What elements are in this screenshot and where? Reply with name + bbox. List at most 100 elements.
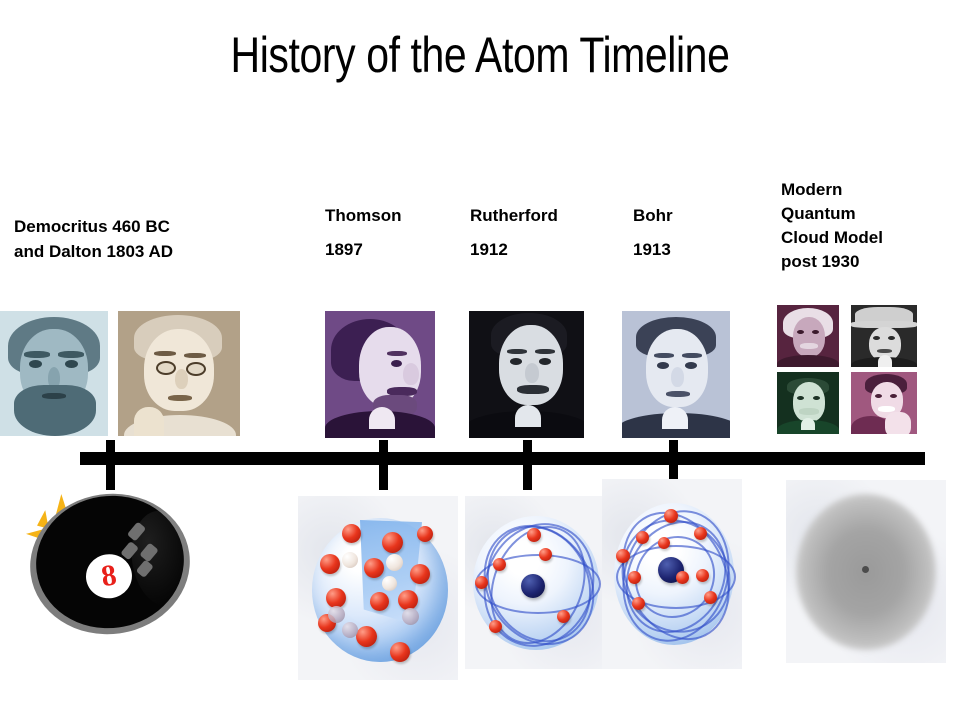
electron	[704, 591, 717, 604]
label-line: Thomson	[325, 206, 402, 225]
portrait-head	[793, 317, 825, 357]
positive-sphere	[342, 552, 358, 568]
electron	[489, 620, 502, 633]
label-line: Democritus 460 BC	[14, 217, 170, 236]
electron	[527, 528, 541, 542]
timeline-label-rutherford: Rutherford 1912	[470, 203, 610, 262]
timeline-label-thomson: Thomson 1897	[325, 203, 455, 262]
electron	[475, 576, 488, 589]
electron	[676, 571, 689, 584]
portrait-hat-brim	[851, 321, 917, 328]
positive-sphere	[328, 606, 345, 623]
electron	[382, 532, 403, 553]
portrait-eye-left	[797, 330, 804, 334]
portrait-brow-left	[154, 351, 176, 356]
portrait-mouth	[168, 395, 192, 401]
electron	[364, 558, 384, 578]
rutherford-portrait	[469, 311, 584, 438]
electron	[696, 569, 709, 582]
electron	[398, 590, 418, 610]
electron	[616, 549, 630, 563]
spacer	[325, 228, 455, 237]
portrait-face	[851, 372, 917, 434]
portrait-eye-left	[510, 358, 522, 365]
portrait-mouth	[666, 391, 690, 397]
portrait-hand	[885, 412, 911, 434]
electron	[632, 597, 645, 610]
schrodinger-portrait	[851, 305, 917, 367]
electron-cloud-model-image	[786, 480, 946, 663]
nuclear-model-image	[465, 496, 605, 669]
solid-sphere-model-image: 8	[18, 483, 201, 645]
portrait-head	[793, 382, 825, 422]
bohr-orbit-model-image	[602, 479, 742, 669]
eight-ball-number: 8	[99, 558, 119, 594]
electron	[636, 531, 649, 544]
label-year: 1912	[470, 240, 508, 259]
label-line: Quantum	[781, 204, 856, 223]
portrait-eye-left	[657, 362, 669, 369]
portrait-brow-left	[507, 349, 527, 354]
electron	[356, 626, 377, 647]
portrait-eye-left	[29, 360, 42, 368]
portrait-eye-right	[65, 360, 78, 368]
portrait-collar	[878, 355, 892, 367]
nucleus	[521, 574, 545, 598]
portrait-mouth	[42, 393, 66, 399]
portrait-face	[622, 311, 730, 438]
timeline-label-democritus-dalton: Democritus 460 BC and Dalton 1803 AD	[14, 214, 254, 264]
electron	[326, 588, 346, 608]
portrait-brow-right	[58, 351, 84, 358]
portrait-moustache	[800, 343, 818, 349]
electron	[539, 548, 552, 561]
electron	[694, 527, 707, 540]
portrait-shoulders	[851, 416, 891, 434]
timeline-axis	[80, 452, 925, 465]
portrait-eye-left	[875, 394, 882, 398]
timeline-tick-3	[523, 440, 532, 490]
label-line: Bohr	[633, 206, 673, 225]
page-title: History of the Atom Timeline	[230, 27, 730, 83]
portrait-brow-right	[535, 349, 555, 354]
portrait-collar	[515, 405, 541, 427]
portrait-brow	[387, 351, 407, 356]
einstein-portrait	[777, 305, 839, 367]
electron	[493, 558, 506, 571]
portrait-face	[0, 311, 108, 436]
portrait-eye-right	[813, 396, 820, 400]
electron	[320, 554, 340, 574]
positive-sphere	[382, 576, 397, 591]
timeline-tick-1	[106, 440, 115, 490]
portrait-collar	[369, 407, 395, 429]
portrait-collar	[801, 418, 815, 430]
nucleus	[862, 566, 869, 573]
electron	[658, 537, 670, 549]
electron	[628, 571, 641, 584]
portrait-moustache	[799, 408, 819, 415]
portrait-eye-right	[685, 362, 697, 369]
positive-sphere	[402, 608, 419, 625]
electron	[342, 524, 361, 543]
portrait-nose	[525, 363, 539, 383]
dalton-portrait	[118, 311, 240, 436]
electron	[370, 592, 389, 611]
democritus-portrait	[0, 311, 108, 436]
portrait-collar	[134, 407, 164, 436]
portrait-brow-left	[24, 351, 50, 358]
portrait-eye-left	[873, 336, 880, 340]
plum-pudding-model-image	[298, 496, 458, 680]
portrait-eye-right	[888, 336, 895, 340]
positive-sphere	[386, 554, 403, 571]
portrait-smile	[878, 406, 895, 412]
portrait-mouth	[877, 349, 892, 353]
portrait-brow-right	[184, 353, 206, 358]
portrait-moustache	[517, 385, 549, 394]
portrait-nose	[48, 367, 60, 389]
planck-portrait	[777, 372, 839, 434]
portrait-eye-right	[812, 330, 819, 334]
electron	[417, 526, 433, 542]
electron	[410, 564, 430, 584]
electron	[390, 642, 410, 662]
portrait-nose	[175, 369, 188, 389]
